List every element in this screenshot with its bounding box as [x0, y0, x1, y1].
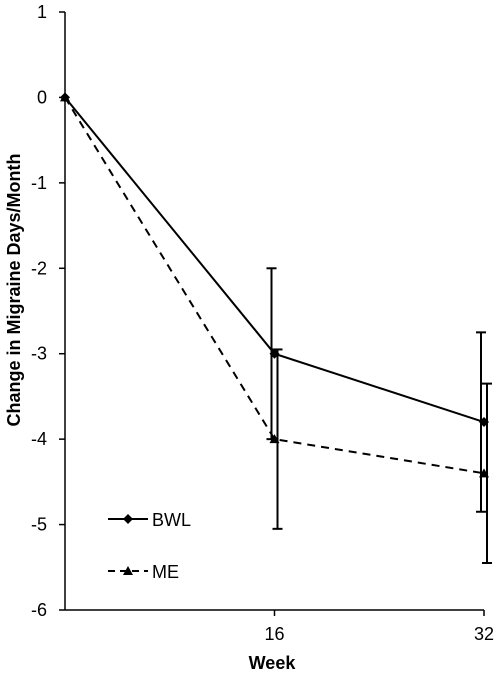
legend: BWL ME: [108, 510, 191, 582]
x-tick-label: 16: [264, 624, 284, 644]
series-group: [60, 92, 492, 565]
data-point: [123, 514, 133, 524]
legend-item-me: ME: [108, 562, 179, 582]
data-point: [123, 566, 133, 575]
y-tick-label: -5: [31, 515, 47, 535]
x-axis-title: Week: [249, 653, 297, 673]
series-bwl: [60, 92, 489, 513]
y-tick-label: -2: [31, 258, 47, 278]
y-tick-label: -1: [31, 173, 47, 193]
x-tick-label: 32: [474, 624, 494, 644]
series-line: [64, 96, 485, 424]
y-tick-label: -6: [31, 600, 47, 620]
y-tick-label: 0: [37, 87, 47, 107]
data-point: [60, 92, 70, 102]
legend-item-bwl: BWL: [108, 510, 191, 530]
legend-label: BWL: [152, 510, 191, 530]
data-point: [269, 434, 280, 444]
series-me: [60, 92, 492, 565]
y-tick-label: -3: [31, 344, 47, 364]
series-line: [64, 96, 485, 475]
y-tick-label: -4: [31, 429, 47, 449]
data-point: [479, 468, 489, 478]
y-tick-label: 1: [37, 2, 47, 22]
y-axis-title: Change in Migraine Days/Month: [4, 153, 24, 426]
axes: 1 0 -1 -2 -3 -4 -5 -6 16 32: [31, 2, 494, 644]
legend-label: ME: [152, 562, 179, 582]
